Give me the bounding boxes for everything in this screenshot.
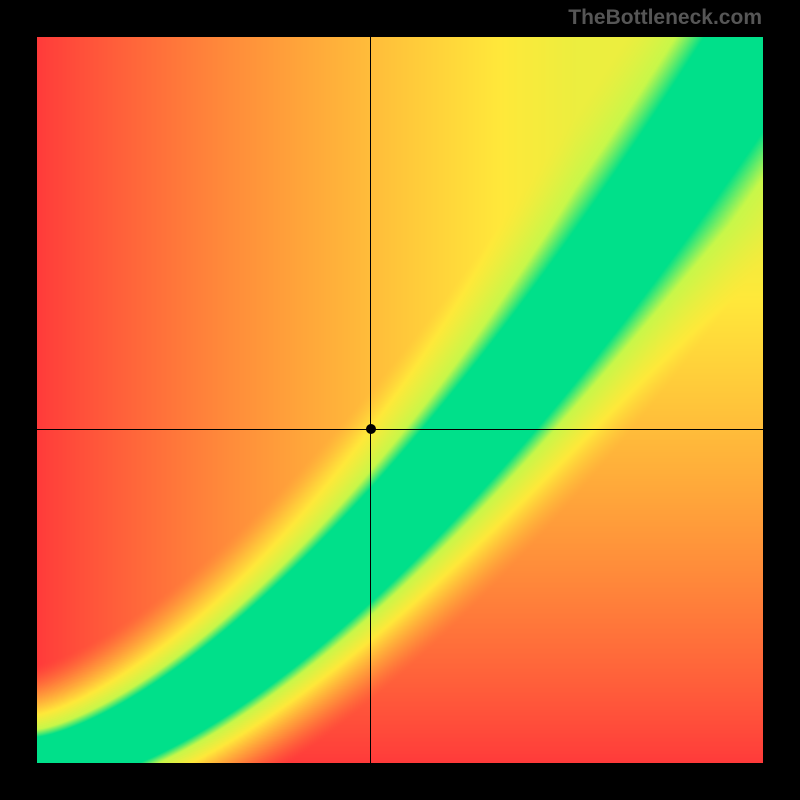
crosshair-vertical: [370, 37, 371, 763]
crosshair-marker: [366, 424, 376, 434]
heatmap-canvas: [37, 37, 763, 763]
watermark-text: TheBottleneck.com: [568, 6, 762, 30]
crosshair-horizontal: [37, 429, 763, 430]
heatmap-plot: [37, 37, 763, 763]
